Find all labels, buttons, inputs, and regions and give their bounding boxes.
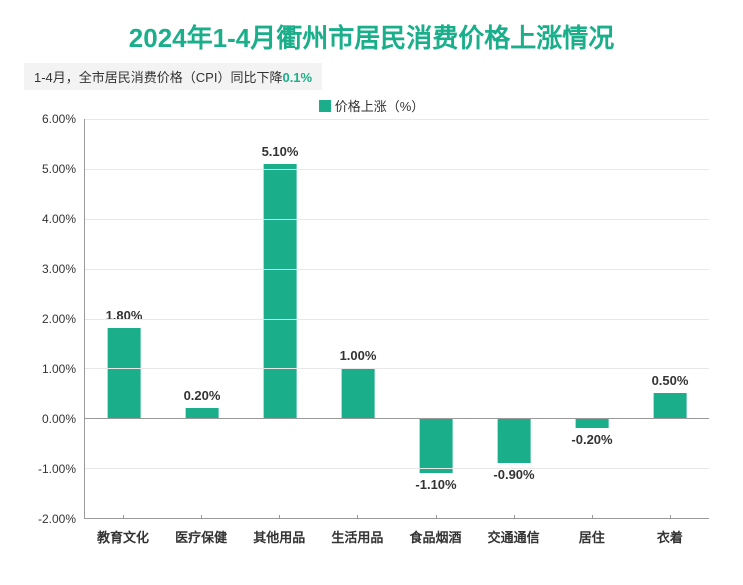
x-tick-label: 食品烟酒	[410, 527, 462, 546]
x-tick	[514, 515, 515, 519]
subtitle-box: 1-4月，全市居民消费价格（CPI）同比下降0.1%	[24, 63, 322, 90]
subtitle-prefix: 1-4月，全市居民消费价格（CPI）同比下降	[34, 70, 282, 85]
zero-line	[85, 418, 709, 419]
bar-value-label: -0.20%	[571, 432, 612, 447]
gridline	[85, 169, 709, 170]
y-tick-label: 1.00%	[42, 362, 76, 376]
gridline	[85, 368, 709, 369]
bar-value-label: 0.20%	[184, 388, 221, 403]
subtitle-highlight: 0.1%	[282, 70, 312, 85]
title-text: 2024年1-4月衢州市居民消费价格上涨情况	[129, 23, 614, 53]
y-tick-label: 6.00%	[42, 112, 76, 126]
bar-value-label: 1.00%	[340, 348, 377, 363]
gridline	[85, 119, 709, 120]
gridline	[85, 319, 709, 320]
bar-value-label: 0.50%	[652, 373, 689, 388]
chart-area: -2.00% -1.00% 0.00% 1.00% 2.00% 3.00% 4.00% 5.0…	[24, 119, 719, 559]
bar-value-label: 1.80%	[106, 308, 143, 323]
chart-title: 2024年1-4月衢州市居民消费价格上涨情况	[24, 18, 719, 55]
y-tick-label: -1.00%	[38, 462, 76, 476]
bar	[576, 418, 609, 428]
bar-value-label: -1.10%	[415, 477, 456, 492]
y-tick-label: -2.00%	[38, 512, 76, 526]
plot-area: 1.80% 0.20% 5.10% 1.00% -1.10% -0.90% -0.20% 0.…	[84, 119, 709, 519]
x-tick	[436, 515, 437, 519]
gridline	[85, 219, 709, 220]
x-tick-label: 医疗保健	[175, 527, 227, 546]
x-tick-label: 交通通信	[488, 527, 540, 546]
legend-label: 价格上涨（%）	[335, 99, 425, 114]
x-tick-label: 生活用品	[331, 527, 383, 546]
x-tick	[279, 515, 280, 519]
y-tick-label: 0.00%	[42, 412, 76, 426]
x-tick	[670, 515, 671, 519]
legend: 价格上涨（%）	[24, 96, 719, 115]
x-tick	[357, 515, 358, 519]
x-tick	[592, 515, 593, 519]
y-tick-label: 3.00%	[42, 262, 76, 276]
bar	[342, 368, 375, 418]
x-tick	[201, 515, 202, 519]
bar	[498, 418, 531, 463]
y-tick-label: 2.00%	[42, 312, 76, 326]
gridline	[85, 468, 709, 469]
x-tick-label: 教育文化	[97, 527, 149, 546]
y-tick-label: 5.00%	[42, 162, 76, 176]
legend-swatch	[319, 100, 331, 112]
y-tick-label: 4.00%	[42, 212, 76, 226]
x-tick-label: 居住	[579, 527, 605, 546]
x-tick-label: 衣着	[657, 527, 683, 546]
bar	[108, 328, 141, 418]
x-tick	[123, 515, 124, 519]
y-axis: -2.00%-1.00%0.00%1.00%2.00%3.00%4.00%5.0…	[24, 119, 84, 519]
x-axis-labels: 教育文化 医疗保健 其他用品 生活用品 食品烟酒 交通通信 居住 衣着	[84, 519, 709, 559]
chart-container: 2024年1-4月衢州市居民消费价格上涨情况 1-4月，全市居民消费价格（CPI…	[0, 0, 743, 585]
bar-value-label: -0.90%	[493, 467, 534, 482]
x-tick-label: 其他用品	[253, 527, 305, 546]
bar-value-label: 5.10%	[262, 144, 299, 159]
bar	[264, 164, 297, 418]
bar	[654, 393, 687, 418]
gridline	[85, 269, 709, 270]
bar	[420, 418, 453, 473]
bar	[186, 408, 219, 418]
